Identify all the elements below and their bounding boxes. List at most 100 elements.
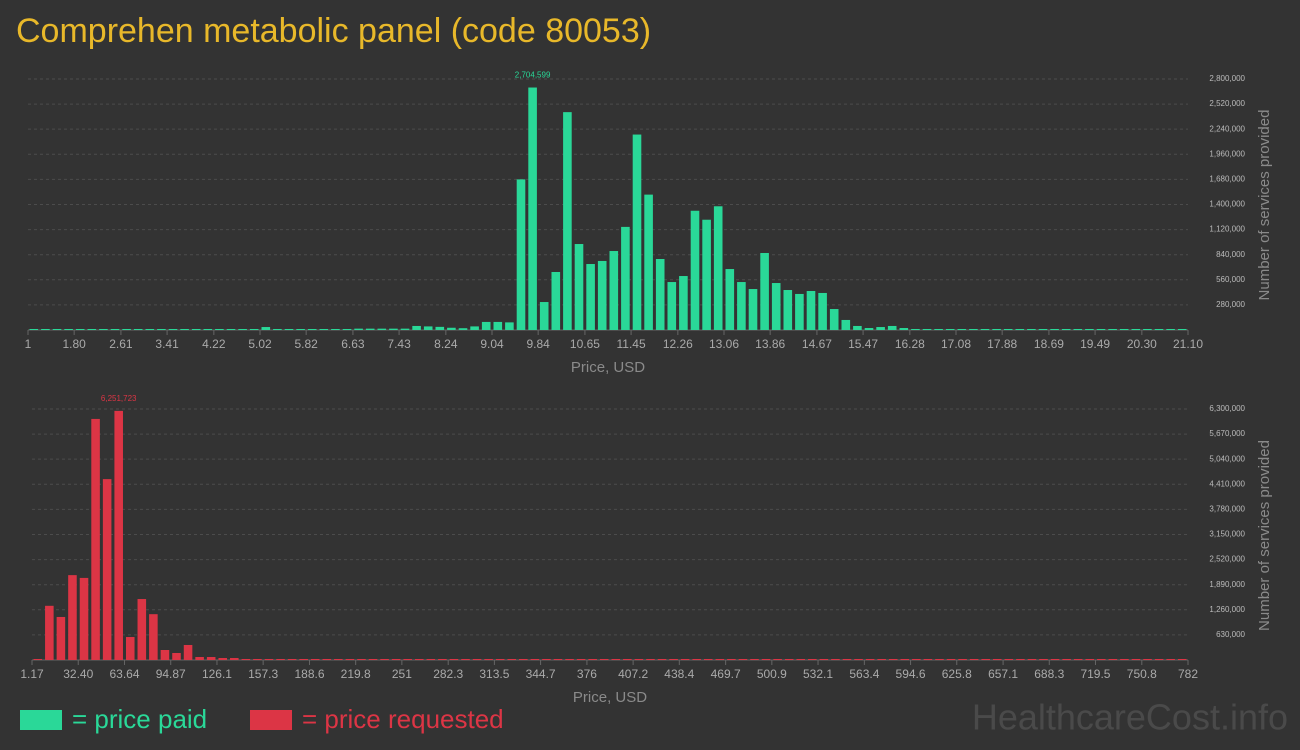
bar — [1004, 659, 1014, 660]
bar — [599, 659, 609, 660]
bar — [715, 659, 725, 660]
bar — [1154, 329, 1164, 330]
legend-label: = price requested — [302, 704, 504, 734]
y-tick-label: 2,240,000 — [1209, 124, 1245, 133]
bar — [528, 87, 537, 330]
bar — [56, 616, 66, 660]
bar — [935, 659, 944, 660]
x-tick-label: 12.26 — [663, 337, 693, 351]
bar — [253, 659, 262, 660]
bar — [1038, 329, 1048, 330]
bar — [692, 659, 701, 660]
y-tick-label: 1,960,000 — [1209, 149, 1245, 158]
bar — [922, 329, 932, 330]
bar — [1085, 329, 1094, 330]
bar — [403, 659, 412, 660]
y-tick-label: 5,040,000 — [1209, 454, 1245, 463]
bar — [819, 659, 829, 660]
x-tick-label: 10.65 — [570, 337, 600, 351]
bar — [273, 329, 282, 330]
bar — [435, 326, 445, 330]
bar — [588, 659, 597, 660]
bar — [597, 260, 607, 330]
bar — [1061, 329, 1071, 330]
bar — [423, 326, 433, 330]
bar — [334, 659, 343, 660]
y-tick-label: 3,150,000 — [1209, 530, 1245, 539]
bar — [611, 659, 621, 660]
bar — [149, 614, 158, 660]
y-axis-title: Number of services provided — [1256, 440, 1273, 631]
x-tick-label: 657.1 — [988, 667, 1018, 681]
x-tick-label: 344.7 — [526, 667, 556, 681]
bar — [33, 659, 43, 660]
x-tick-label: 282.3 — [433, 667, 463, 681]
x-tick-label: 9.84 — [526, 337, 550, 351]
bar — [447, 327, 456, 330]
value-label: 2,704,599 — [515, 71, 551, 80]
x-tick-label: 1 — [25, 337, 32, 351]
bar — [992, 329, 1001, 330]
bar — [133, 329, 143, 330]
bar — [493, 321, 503, 330]
bar — [391, 659, 401, 660]
bar — [68, 575, 77, 660]
bar — [586, 264, 595, 330]
bar — [679, 276, 688, 330]
x-tick-label: 7.43 — [387, 337, 411, 351]
bar — [1027, 659, 1037, 660]
bar — [771, 283, 781, 330]
bar — [377, 328, 387, 330]
bar — [64, 329, 73, 330]
bar — [690, 210, 700, 330]
bar — [1050, 659, 1060, 660]
bar — [888, 659, 898, 660]
bar — [980, 329, 990, 330]
bar — [945, 329, 955, 330]
bar — [702, 219, 711, 330]
bar — [296, 329, 305, 330]
bar — [1166, 329, 1175, 330]
legend-swatch — [20, 710, 62, 730]
x-tick-label: 625.8 — [942, 667, 972, 681]
x-tick-label: 20.30 — [1127, 337, 1157, 351]
bar — [125, 637, 135, 660]
bar — [157, 329, 166, 330]
bar — [1143, 659, 1152, 660]
bar — [322, 659, 332, 660]
x-tick-label: 63.64 — [109, 667, 139, 681]
bar — [29, 329, 39, 330]
bar — [876, 327, 885, 330]
bar — [180, 329, 189, 330]
x-tick-label: 719.5 — [1080, 667, 1110, 681]
x-tick-label: 2.61 — [109, 337, 133, 351]
bar — [669, 659, 678, 660]
bar — [727, 659, 736, 660]
x-tick-label: 4.22 — [202, 337, 226, 351]
x-tick-label: 1.17 — [20, 667, 44, 681]
bar — [458, 328, 468, 330]
bar — [52, 329, 62, 330]
bar — [87, 329, 97, 330]
bar — [1016, 659, 1025, 660]
bar — [215, 329, 224, 330]
bar — [542, 659, 551, 660]
bar — [750, 659, 759, 660]
bar — [1131, 659, 1141, 660]
bar — [461, 659, 470, 660]
bar — [1096, 329, 1106, 330]
bar — [842, 659, 852, 660]
x-tick-label: 313.5 — [479, 667, 509, 681]
x-tick-label: 782 — [1178, 667, 1198, 681]
y-tick-label: 3,780,000 — [1209, 504, 1245, 513]
bar — [299, 659, 308, 660]
bar — [1039, 659, 1048, 660]
y-tick-label: 2,520,000 — [1209, 555, 1245, 564]
bar — [1154, 659, 1164, 660]
bar — [576, 659, 586, 660]
x-tick-label: 500.9 — [757, 667, 787, 681]
bar — [45, 605, 54, 660]
bar — [773, 659, 782, 660]
y-tick-label: 840,000 — [1216, 250, 1245, 259]
bar — [1131, 329, 1141, 330]
